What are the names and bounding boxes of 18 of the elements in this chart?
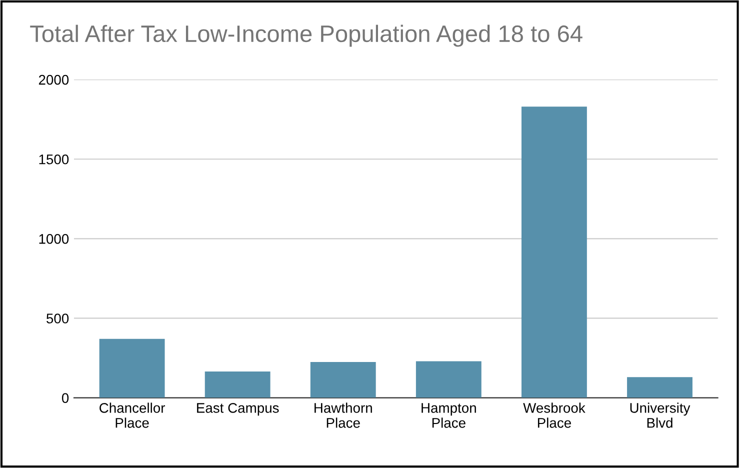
bar bbox=[416, 361, 482, 398]
x-tick-label: Chancellor Place bbox=[100, 402, 166, 428]
x-tick-label: Hampton Place bbox=[422, 403, 476, 428]
bar bbox=[99, 338, 165, 398]
y-tick-label: 2000 bbox=[38, 74, 69, 85]
bar bbox=[627, 377, 692, 398]
bar bbox=[521, 106, 587, 398]
chart-title: Total After Tax Low-Income Population Aged 18 to 64 bbox=[30, 24, 582, 47]
y-tick-label: 0 bbox=[62, 393, 69, 403]
x-tick-label: East Campus bbox=[197, 403, 279, 416]
x-tick-label: Hawthorn Place bbox=[314, 402, 372, 428]
y-tick-label: 500 bbox=[46, 314, 69, 324]
y-tick-label: 1500 bbox=[39, 154, 69, 164]
bar bbox=[310, 362, 376, 398]
x-tick-label: Wesbrook Place bbox=[523, 402, 586, 428]
bar bbox=[204, 372, 270, 398]
x-tick-label: University Blvd bbox=[630, 402, 690, 428]
y-tick-label: 1000 bbox=[39, 234, 69, 244]
